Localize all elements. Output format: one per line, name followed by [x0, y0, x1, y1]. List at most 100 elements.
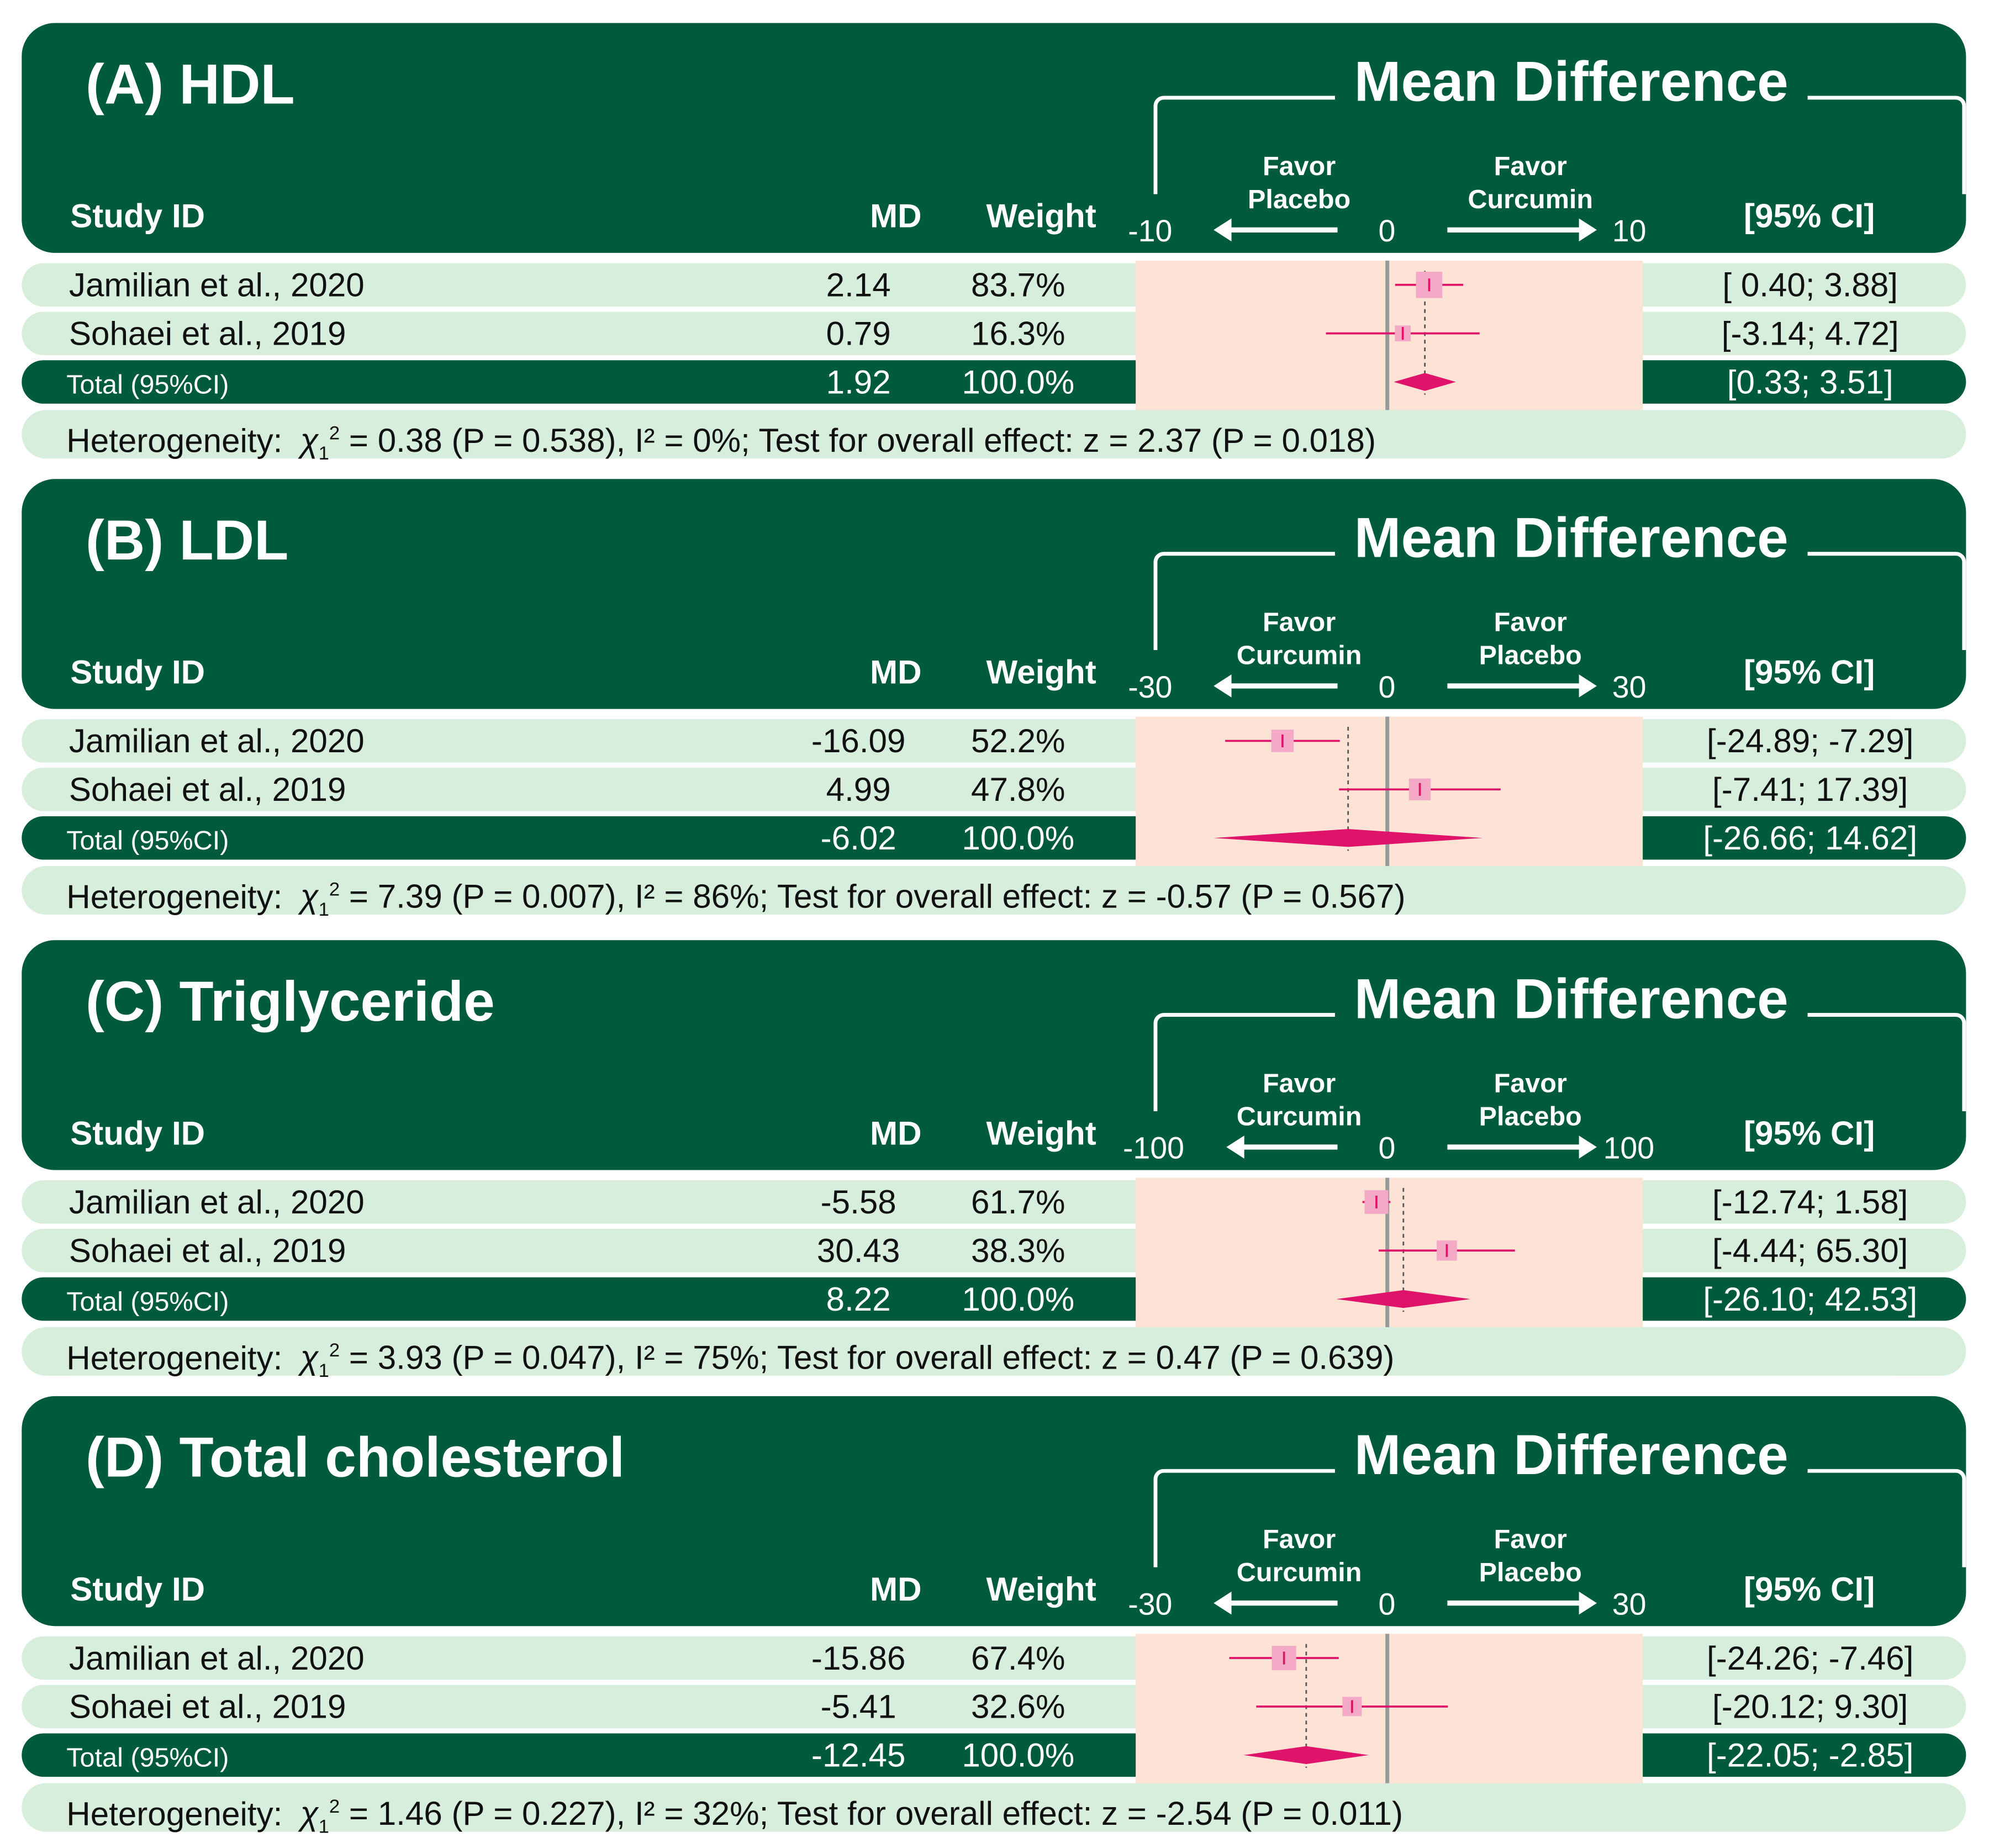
study-md: 30.43	[816, 1231, 900, 1270]
chi-df: 1	[318, 1360, 329, 1382]
axis-title: Mean Difference	[1334, 507, 1808, 571]
study-ci: [-3.14; 4.72]	[1721, 314, 1899, 353]
study-ci: [ 0.40; 3.88]	[1722, 266, 1898, 304]
chi-df: 1	[318, 443, 329, 465]
pooled-diamond	[1214, 829, 1483, 847]
study-name: Sohaei et al., 2019	[68, 1231, 346, 1270]
study-id-header: Study ID	[70, 197, 205, 235]
favor-left-label: Favor Curcumin	[1236, 1069, 1362, 1132]
study-weight: 83.7%	[971, 266, 1065, 304]
heterogeneity-row: Heterogeneity: χ12 = 3.93 (P = 0.047), I²…	[22, 1327, 1966, 1382]
chi-power: 2	[329, 879, 340, 901]
panel-header: (C) Triglyceride Mean Difference Study I…	[22, 940, 1966, 1170]
table-row: Sohaei et al., 2019 30.43 38.3% [-4.44; …	[22, 1228, 1966, 1273]
study-name: Jamilian et al., 2020	[68, 721, 365, 761]
heterogeneity-stats: = 7.39 (P = 0.007), I² = 86%; Test for o…	[340, 877, 1406, 916]
table-row: Sohaei et al., 2019 0.79 16.3% [-3.14; 4…	[22, 311, 1966, 355]
plot-background	[1136, 1178, 1643, 1351]
study-weight: 67.4%	[971, 1639, 1065, 1677]
left-arrow-icon	[1214, 1591, 1338, 1615]
total-row: Total (95%CI) -6.02 100.0% [-26.66; 14.6…	[22, 816, 1966, 860]
study-md: 4.99	[826, 770, 891, 809]
study-md: 0.79	[826, 314, 891, 353]
weight-header: Weight	[986, 197, 1096, 235]
heterogeneity-label: Heterogeneity:	[66, 877, 283, 916]
left-arrow-icon	[1214, 674, 1338, 698]
favor-right-label: Favor Placebo	[1479, 608, 1582, 671]
total-md: -6.02	[820, 819, 896, 857]
favor-left-label: Favor Placebo	[1247, 152, 1351, 215]
plot-background	[1136, 716, 1643, 891]
heterogeneity-stats: = 3.93 (P = 0.047), I² = 75%; Test for o…	[340, 1338, 1395, 1377]
chi-symbol: χ	[300, 877, 319, 916]
study-weight: 32.6%	[971, 1687, 1065, 1726]
heterogeneity-stats: = 1.46 (P = 0.227), I² = 32%; Test for o…	[340, 1794, 1404, 1833]
study-id-header: Study ID	[70, 1113, 205, 1153]
forest-plot-area	[1136, 1178, 1643, 1351]
total-weight: 100.0%	[962, 1736, 1075, 1775]
panel-title: (A) HDL	[85, 54, 295, 117]
total-ci: [-22.05; -2.85]	[1707, 1736, 1914, 1775]
study-ci: [-24.89; -7.29]	[1707, 721, 1914, 761]
total-md: 1.92	[826, 362, 891, 402]
left-arrow-icon	[1214, 218, 1338, 242]
total-label: Total (95%CI)	[66, 370, 229, 400]
favor-left-label: Favor Curcumin	[1236, 608, 1362, 671]
table-row: Jamilian et al., 2020 -5.58 61.7% [-12.7…	[22, 1180, 1966, 1224]
study-weight: 61.7%	[971, 1182, 1065, 1222]
tick-zero: 0	[1378, 1132, 1396, 1166]
tick-max: 10	[1612, 214, 1647, 249]
heterogeneity-label: Heterogeneity:	[66, 1338, 283, 1377]
heterogeneity-stats: = 0.38 (P = 0.538), I² = 0%; Test for ov…	[340, 421, 1376, 460]
study-md: -16.09	[811, 721, 906, 761]
heterogeneity-row: Heterogeneity: χ12 = 0.38 (P = 0.538), I²…	[22, 410, 1966, 464]
heterogeneity-text: Heterogeneity: χ12 = 7.39 (P = 0.007), I²…	[66, 870, 1405, 931]
panel-header: (B) LDL Mean Difference Study ID MD Weig…	[22, 479, 1966, 709]
weight-header: Weight	[986, 652, 1096, 691]
study-weight: 38.3%	[971, 1231, 1065, 1270]
axis-title: Mean Difference	[1334, 1424, 1808, 1488]
total-md: -12.45	[811, 1736, 906, 1775]
total-label: Total (95%CI)	[66, 1287, 229, 1317]
study-ci: [-4.44; 65.30]	[1712, 1231, 1908, 1270]
chi-symbol: χ	[300, 421, 319, 460]
tick-max: 30	[1612, 1587, 1647, 1623]
forest-plot-area	[1136, 716, 1643, 891]
total-weight: 100.0%	[962, 819, 1075, 857]
chi-power: 2	[329, 1340, 340, 1362]
study-md: -5.58	[820, 1182, 896, 1222]
tick-max: 100	[1603, 1132, 1655, 1166]
md-header: MD	[870, 1570, 922, 1608]
heterogeneity-text: Heterogeneity: χ12 = 3.93 (P = 0.047), I²…	[66, 1331, 1394, 1392]
study-name: Jamilian et al., 2020	[68, 266, 365, 304]
axis-title: Mean Difference	[1334, 968, 1808, 1032]
total-ci: [0.33; 3.51]	[1727, 362, 1893, 402]
ci-header: [95% CI]	[1743, 197, 1875, 235]
study-name: Sohaei et al., 2019	[68, 314, 346, 353]
panel-total-cholesterol: (D) Total cholesterol Mean Difference St…	[0, 1396, 1989, 1838]
tick-max: 30	[1612, 670, 1647, 705]
total-row: Total (95%CI) 1.92 100.0% [0.33; 3.51]	[22, 360, 1966, 404]
panel-header: (D) Total cholesterol Mean Difference St…	[22, 1396, 1966, 1627]
heterogeneity-row: Heterogeneity: χ12 = 1.46 (P = 0.227), I²…	[22, 1783, 1966, 1838]
study-name: Sohaei et al., 2019	[68, 770, 346, 809]
panel-hdl: (A) HDL Mean Difference Study ID MD Weig…	[0, 23, 1989, 465]
ci-header: [95% CI]	[1743, 1570, 1875, 1608]
tick-zero: 0	[1378, 1587, 1396, 1623]
total-ci: [-26.10; 42.53]	[1703, 1280, 1918, 1318]
panel-header: (A) HDL Mean Difference Study ID MD Weig…	[22, 23, 1966, 253]
total-row: Total (95%CI) 8.22 100.0% [-26.10; 42.53…	[22, 1277, 1966, 1321]
study-ci: [-24.26; -7.46]	[1707, 1639, 1914, 1677]
table-row: Sohaei et al., 2019 -5.41 32.6% [-20.12;…	[22, 1685, 1966, 1729]
left-arrow-icon	[1226, 1136, 1338, 1159]
study-ci: [-20.12; 9.30]	[1712, 1687, 1908, 1726]
study-ci: [-12.74; 1.58]	[1712, 1182, 1908, 1222]
tick-min: -100	[1122, 1132, 1185, 1166]
right-arrow-icon	[1447, 1591, 1597, 1615]
tick-min: -30	[1128, 670, 1173, 705]
chi-power: 2	[329, 1796, 340, 1818]
panel-title: (C) Triglyceride	[85, 970, 495, 1034]
heterogeneity-text: Heterogeneity: χ12 = 0.38 (P = 0.538), I²…	[66, 414, 1376, 475]
tick-zero: 0	[1378, 214, 1396, 249]
